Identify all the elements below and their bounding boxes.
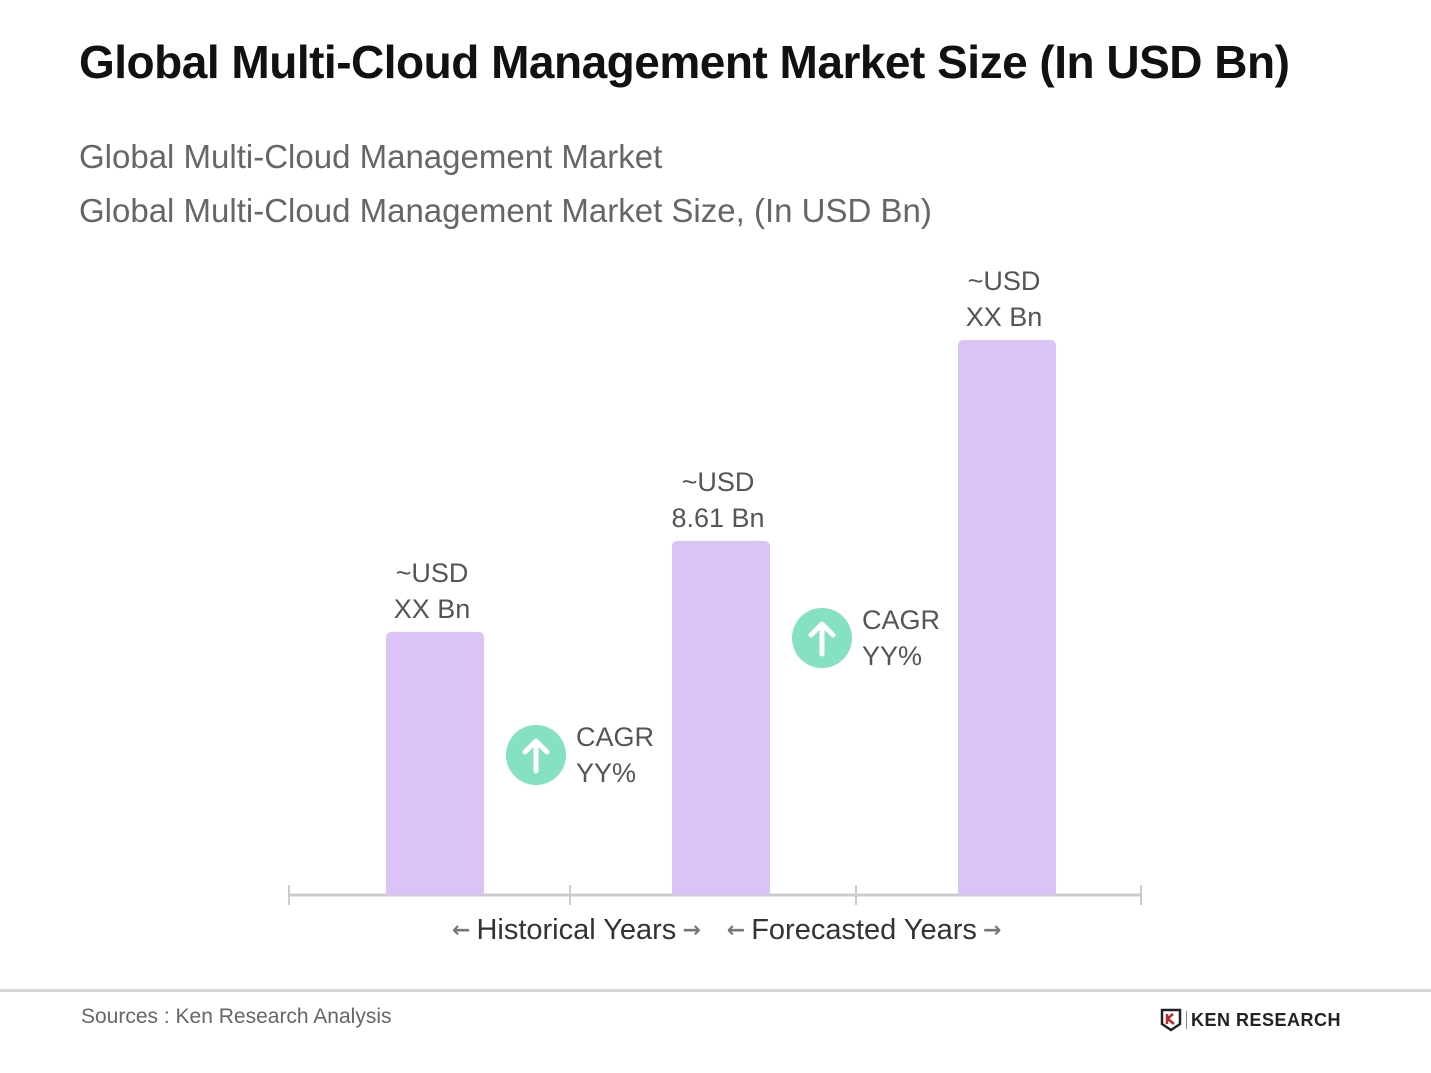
forecasted-years-label: ← Forecasted Years → bbox=[727, 914, 1002, 947]
arrow-left-icon: ← bbox=[726, 918, 746, 944]
cagr-label: YY% bbox=[576, 758, 636, 788]
data-label: XX Bn bbox=[394, 594, 471, 624]
logo-separator bbox=[1186, 1011, 1187, 1029]
logo-text: KEN RESEARCH bbox=[1191, 1009, 1342, 1030]
bar bbox=[958, 339, 1056, 895]
forecasted-years-text: Forecasted Years bbox=[751, 914, 977, 946]
chart-title: Global Multi-Cloud Management Market Siz… bbox=[79, 36, 1290, 88]
bar bbox=[386, 631, 484, 895]
arrow-left-icon: ← bbox=[452, 918, 471, 944]
ken-research-logo: KEN RESEARCH bbox=[1160, 1008, 1341, 1032]
ken-logo-icon bbox=[1160, 1008, 1182, 1032]
chart-subtitle-2: Global Multi-Cloud Management Market Siz… bbox=[79, 192, 932, 229]
cagr-label: CAGR bbox=[576, 722, 654, 752]
cagr-label: CAGR bbox=[862, 605, 940, 635]
data-label: XX Bn bbox=[966, 302, 1043, 332]
period-labels: ← Historical Years → ← Forecasted Years … bbox=[452, 914, 1001, 947]
data-label: ~USD bbox=[682, 467, 755, 497]
arrow-right-icon: → bbox=[682, 918, 701, 944]
footer-divider bbox=[0, 989, 1431, 992]
source-text: Sources : Ken Research Analysis bbox=[81, 1005, 392, 1028]
historical-years-label: ← Historical Years → bbox=[452, 914, 701, 947]
arrow-up-glyph bbox=[808, 621, 836, 657]
bar bbox=[672, 541, 770, 895]
cagr-label: YY% bbox=[862, 641, 922, 671]
data-label: ~USD bbox=[968, 266, 1041, 296]
arrow-right-icon: → bbox=[982, 918, 1002, 944]
data-label: ~USD bbox=[396, 558, 469, 588]
chart-subtitle-1: Global Multi-Cloud Management Market bbox=[79, 138, 663, 175]
historical-years-text: Historical Years bbox=[476, 914, 677, 946]
arrow-up-glyph bbox=[522, 738, 550, 774]
data-label: 8.61 Bn bbox=[671, 503, 764, 533]
bar-chart: ~USD XX Bn ~USD 8.61 Bn ~USD XX Bn CAGR YY% CAGR… bbox=[288, 266, 1142, 905]
